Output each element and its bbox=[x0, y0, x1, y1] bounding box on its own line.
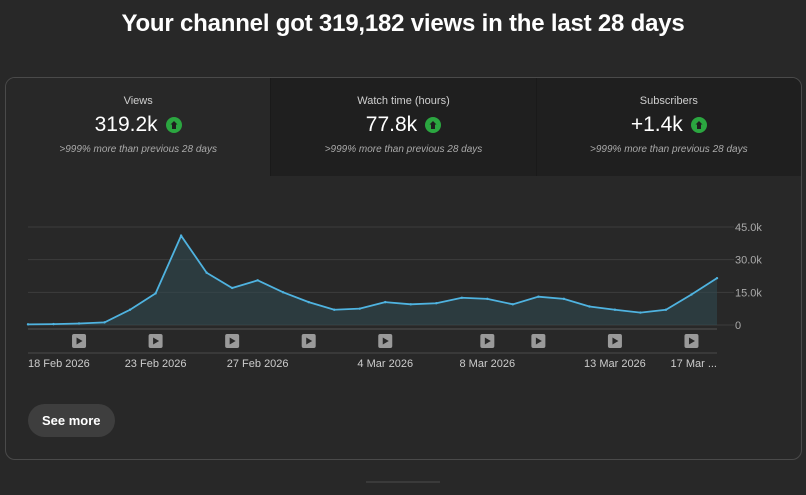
data-point bbox=[307, 300, 310, 304]
data-point bbox=[562, 297, 566, 301]
data-point bbox=[690, 293, 693, 296]
data-point bbox=[154, 292, 157, 295]
y-tick-label: 45.0k bbox=[735, 222, 762, 234]
y-tick-label: 30.0k bbox=[735, 255, 762, 267]
page-headline: Your channel got 319,182 views in the la… bbox=[121, 10, 685, 37]
x-tick-label: 13 Mar 2026 bbox=[584, 358, 646, 370]
video-marker-icon[interactable] bbox=[225, 334, 240, 348]
data-point bbox=[281, 291, 285, 294]
data-point bbox=[358, 307, 361, 310]
data-point bbox=[664, 308, 668, 311]
see-more-button[interactable]: See more bbox=[28, 404, 115, 437]
arrow-up-circle-icon bbox=[690, 117, 707, 133]
data-point bbox=[460, 296, 464, 299]
tab-note: >999% more than previous 28 days bbox=[59, 144, 217, 155]
data-point bbox=[256, 279, 259, 282]
video-marker-icon[interactable] bbox=[531, 334, 546, 348]
data-point bbox=[26, 323, 30, 326]
scroll-indicator bbox=[366, 481, 440, 483]
data-point bbox=[613, 308, 617, 311]
tab-label: Views bbox=[123, 95, 153, 107]
video-marker-icon[interactable] bbox=[72, 334, 87, 348]
x-tick-label: 18 Feb 2026 bbox=[28, 358, 90, 370]
x-tick-label: 23 Feb 2026 bbox=[125, 358, 187, 370]
y-tick-label: 15.0k bbox=[735, 287, 762, 299]
data-point bbox=[537, 295, 540, 298]
video-marker-icon[interactable] bbox=[607, 334, 622, 348]
tab-label: Subscribers bbox=[639, 95, 698, 107]
x-tick-label: 27 Feb 2026 bbox=[227, 358, 289, 370]
video-marker-icon[interactable] bbox=[684, 334, 699, 348]
data-point bbox=[230, 286, 234, 290]
tab-note: >999% more than previous 28 days bbox=[590, 144, 748, 155]
data-point bbox=[639, 311, 642, 314]
x-tick-label: 17 Mar ... bbox=[671, 358, 717, 370]
data-point bbox=[52, 322, 55, 326]
chart-svg: 45.0k 30.0k 15.0k 0 18 Feb 2026 23 Feb 2026 27… bbox=[26, 222, 762, 370]
x-tick-label: 4 Mar 2026 bbox=[357, 358, 413, 370]
data-point bbox=[384, 300, 387, 304]
video-marker-icon[interactable] bbox=[301, 334, 316, 348]
area-fill bbox=[28, 235, 717, 325]
data-point bbox=[179, 234, 183, 237]
tab-value: 77.8k bbox=[365, 113, 418, 136]
views-chart[interactable]: 45.0k 30.0k 15.0k 0 18 Feb 2026 23 Feb 2026 27… bbox=[6, 176, 801, 376]
data-point bbox=[435, 302, 438, 305]
analytics-card: Views 319.2k >999% more than previous 28… bbox=[5, 77, 802, 460]
arrow-up-circle-icon bbox=[425, 117, 442, 133]
data-point bbox=[511, 303, 515, 306]
x-tick-label: 8 Mar 2026 bbox=[460, 358, 516, 370]
tab-note: >999% more than previous 28 days bbox=[324, 144, 483, 155]
data-point bbox=[205, 271, 208, 274]
tab-subscribers[interactable]: Subscribers +1.4k >999% more than previo… bbox=[535, 78, 801, 176]
data-point bbox=[588, 305, 591, 308]
data-point bbox=[715, 276, 719, 280]
y-tick-label: 0 bbox=[735, 320, 741, 332]
data-point bbox=[486, 297, 489, 301]
data-point bbox=[409, 303, 412, 306]
tab-watch-time[interactable]: Watch time (hours) 77.8k >999% more than… bbox=[270, 78, 536, 176]
data-point bbox=[103, 321, 106, 324]
data-point bbox=[128, 308, 132, 311]
data-point bbox=[333, 308, 336, 311]
video-marker-icon[interactable] bbox=[148, 334, 163, 348]
arrow-up-circle-icon bbox=[165, 117, 182, 133]
tab-views[interactable]: Views 319.2k >999% more than previous 28… bbox=[6, 78, 271, 176]
video-marker-icon[interactable] bbox=[480, 334, 495, 348]
tab-label: Watch time (hours) bbox=[357, 95, 450, 107]
tab-value: 319.2k bbox=[94, 113, 158, 136]
video-marker-icon[interactable] bbox=[378, 334, 393, 348]
data-point bbox=[77, 322, 81, 325]
series-line bbox=[27, 233, 718, 326]
metric-tabs: Views 319.2k >999% more than previous 28… bbox=[6, 78, 801, 176]
tab-value: +1.4k bbox=[630, 113, 683, 136]
